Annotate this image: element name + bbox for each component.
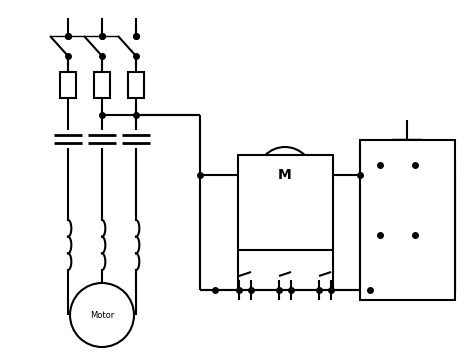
Bar xyxy=(360,140,455,300)
Text: Motor: Motor xyxy=(90,311,114,319)
Circle shape xyxy=(257,147,313,203)
Bar xyxy=(60,72,76,98)
Circle shape xyxy=(70,283,134,347)
Bar xyxy=(128,72,144,98)
Text: M: M xyxy=(278,168,292,182)
Bar xyxy=(238,155,333,250)
Bar xyxy=(94,72,110,98)
